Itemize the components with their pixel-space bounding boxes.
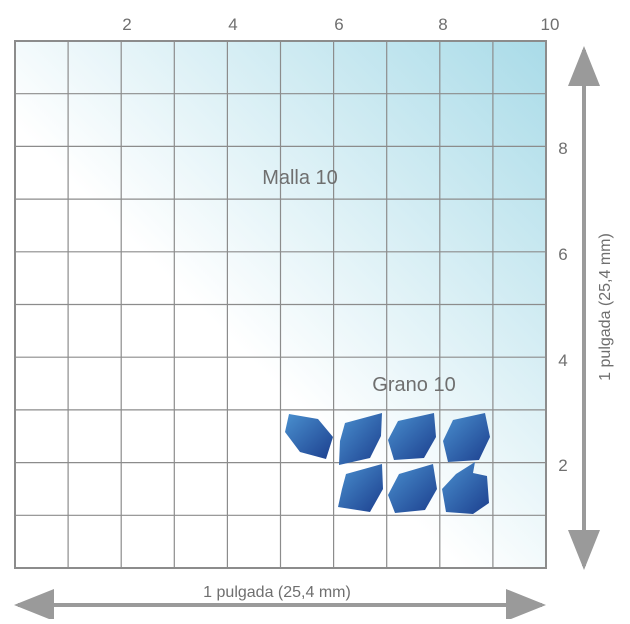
- top-tick-6: 6: [334, 15, 343, 34]
- grain: [443, 413, 490, 462]
- grain: [285, 414, 333, 459]
- mesh-label: Malla 10: [262, 167, 338, 189]
- top-tick-8: 8: [438, 15, 447, 34]
- grain: [388, 464, 437, 513]
- top-tick-2: 2: [122, 15, 131, 34]
- right-tick-6: 6: [558, 245, 567, 264]
- grain-label: Grano 10: [372, 374, 455, 396]
- mesh-border: [14, 40, 547, 569]
- right-tick-2: 2: [558, 456, 567, 475]
- grain: [338, 464, 383, 512]
- right-tick-8: 8: [558, 139, 567, 158]
- top-tick-4: 4: [228, 15, 237, 34]
- grain: [339, 413, 382, 465]
- grains-group: [285, 413, 490, 514]
- grain: [388, 413, 436, 460]
- vertical-dimension-label: 1 pulgada (25,4 mm): [597, 233, 614, 381]
- top-tick-10: 10: [541, 15, 560, 34]
- grain: [442, 462, 489, 514]
- horizontal-dimension-label: 1 pulgada (25,4 mm): [203, 584, 351, 601]
- right-tick-4: 4: [558, 351, 567, 370]
- mesh-grid: [15, 41, 546, 568]
